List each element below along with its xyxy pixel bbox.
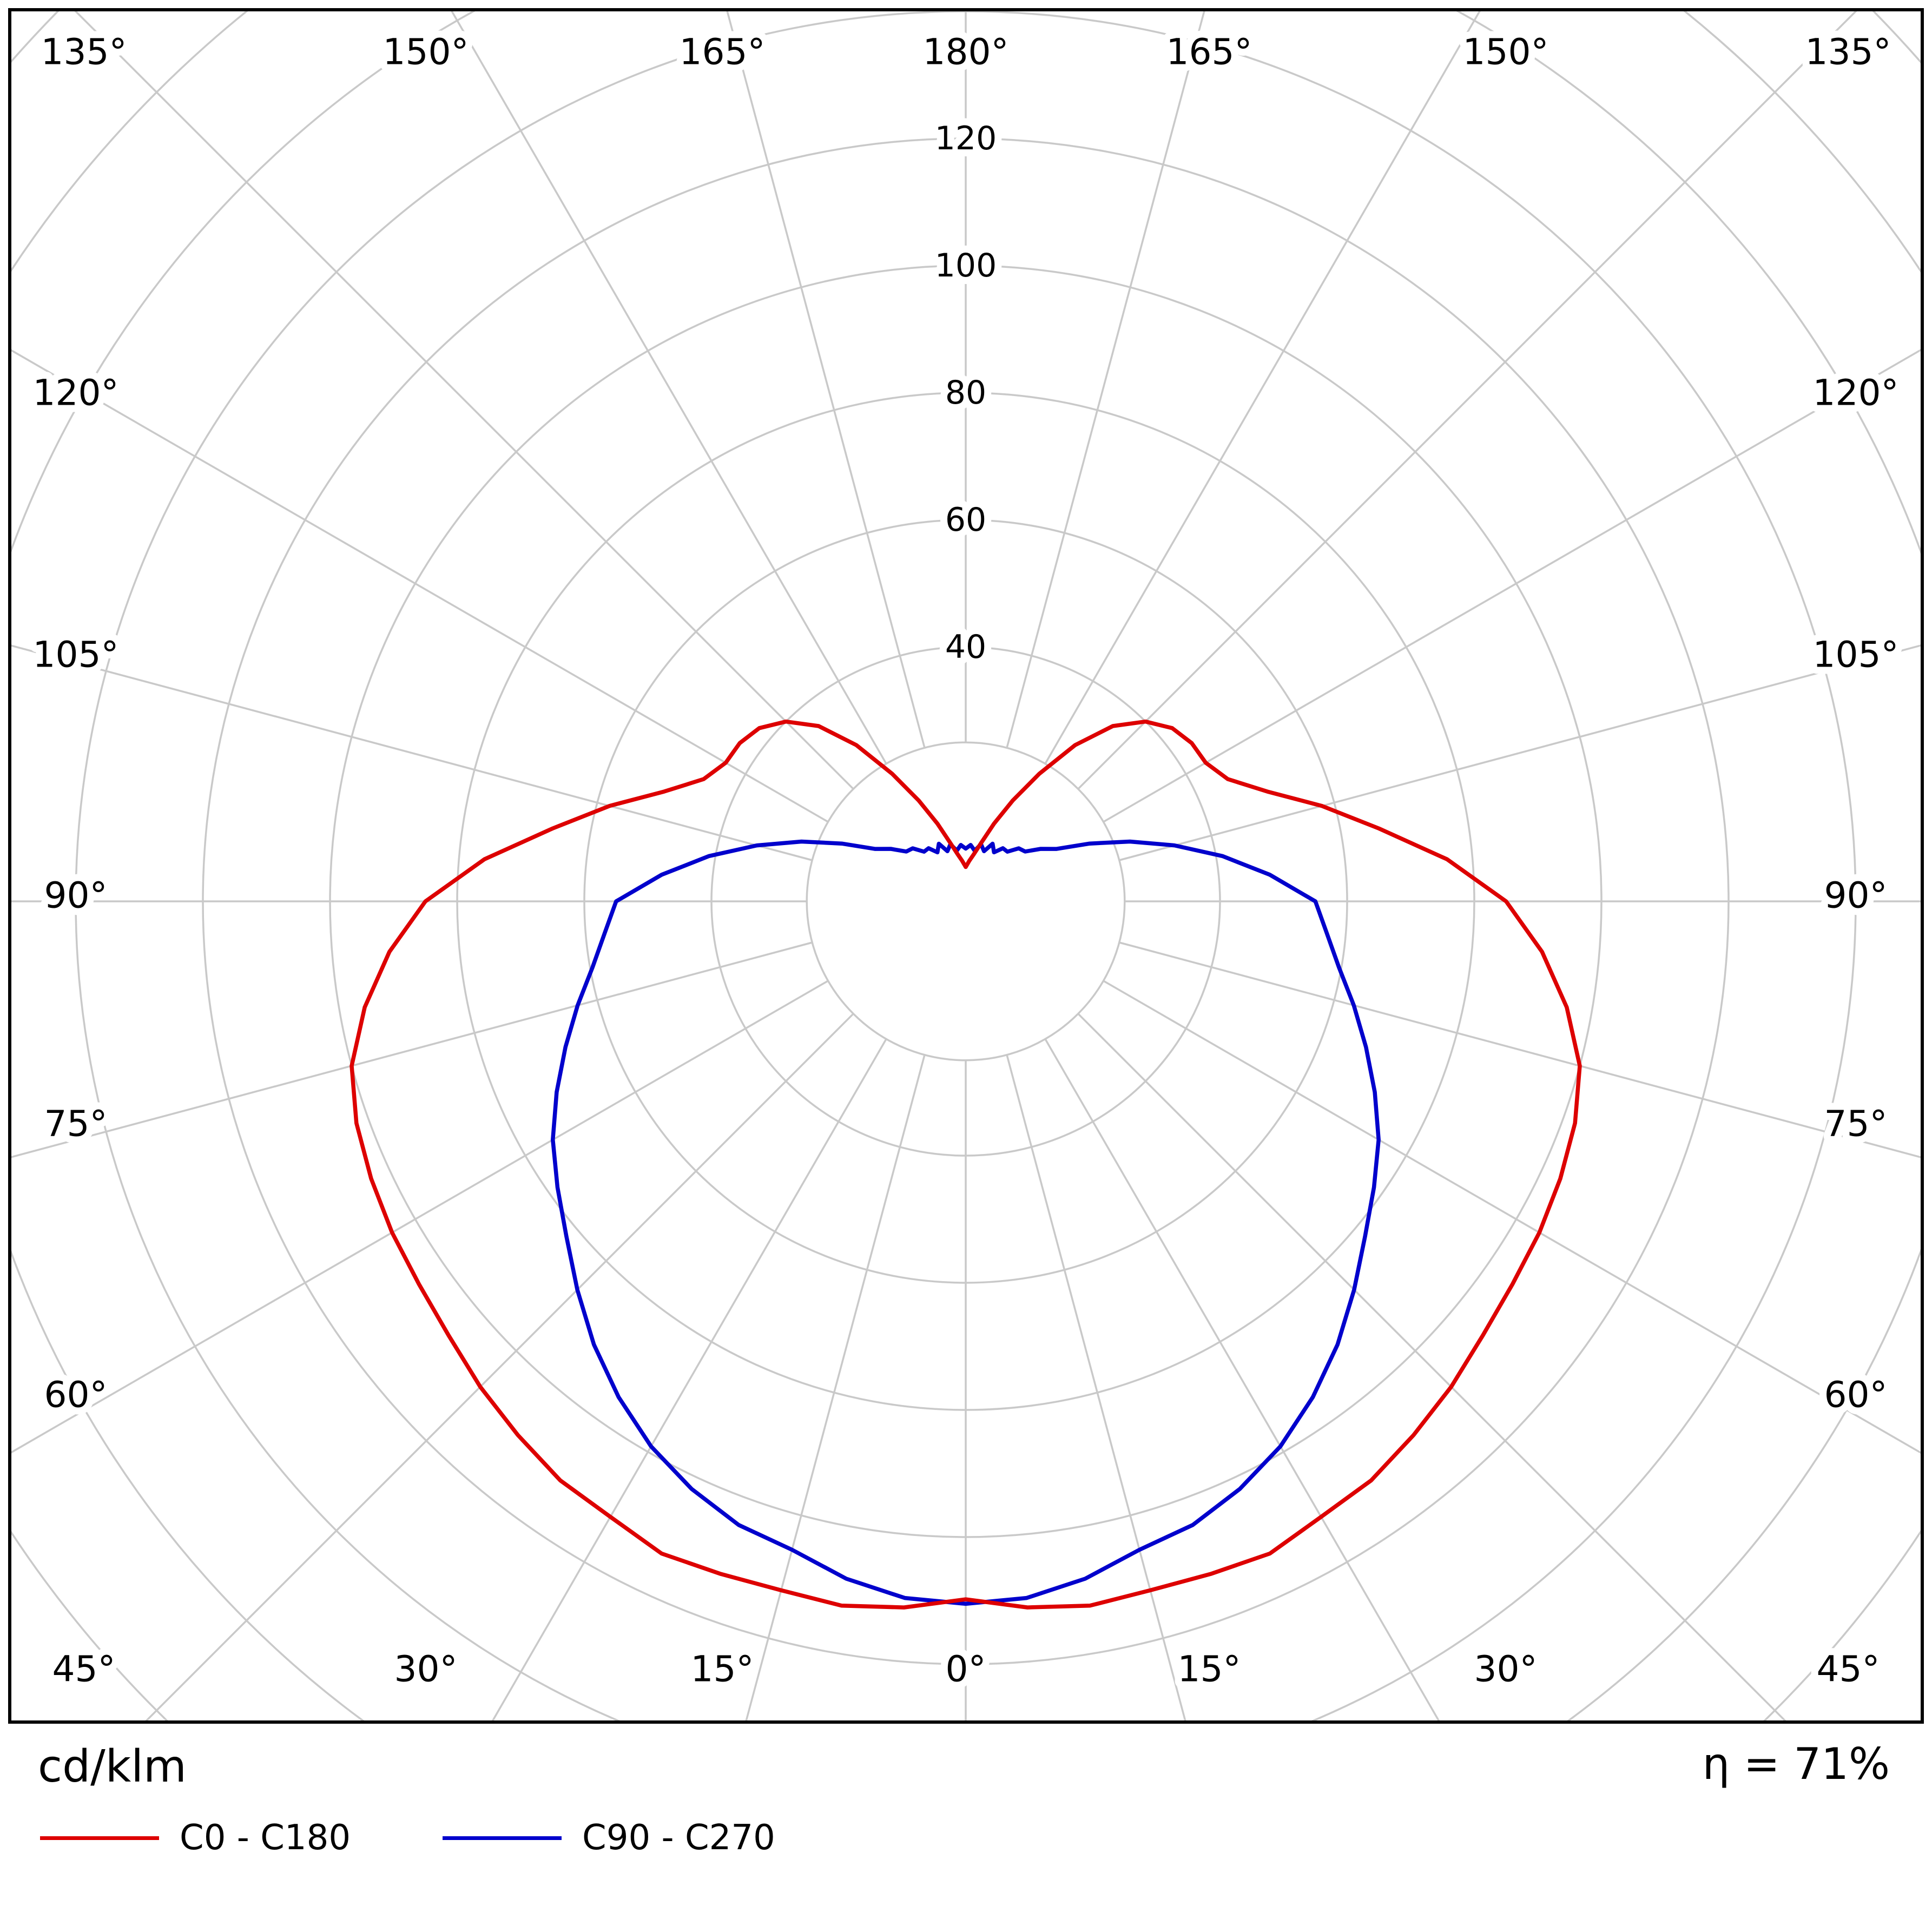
units-label: cd/klm: [38, 1741, 187, 1792]
gamma-label-bottom: 15°: [691, 1649, 754, 1690]
gamma-label-top: 150°: [1463, 31, 1549, 73]
curve-c0-c180: [350, 719, 1582, 1610]
gamma-label-left: 90°: [44, 875, 108, 916]
legend-item-c90: C90 - C270: [443, 1818, 775, 1858]
efficiency-label: η = 71%: [1702, 1739, 1890, 1789]
gamma-label-bottom: 0°: [946, 1649, 986, 1690]
legend-line-blue-icon: [443, 1836, 562, 1840]
gamma-label-right: 120°: [1813, 372, 1899, 414]
plot-border: [8, 8, 1924, 1724]
legend-label-c0: C0 - C180: [180, 1818, 351, 1858]
gamma-label-top: 165°: [680, 31, 766, 73]
gamma-label-top: 180°: [923, 31, 1009, 73]
curve-c90-c270: [551, 839, 1381, 1606]
radial-tick-label: 120: [935, 120, 997, 157]
radial-tick-label: 40: [945, 628, 986, 666]
legend-item-c0: C0 - C180: [40, 1818, 351, 1858]
gamma-label-bottom: 30°: [394, 1649, 458, 1690]
gamma-label-right: 75°: [1824, 1103, 1888, 1145]
gamma-label-left: 60°: [44, 1374, 108, 1416]
radial-tick-label: 60: [945, 501, 986, 539]
gamma-label-right: 105°: [1813, 634, 1899, 676]
gamma-label-top: 135°: [41, 31, 127, 73]
gamma-label-left: 120°: [33, 372, 119, 414]
gamma-label-bottom: 45°: [1817, 1649, 1880, 1690]
gamma-label-bottom: 15°: [1178, 1649, 1241, 1690]
gamma-label-top: 150°: [383, 31, 469, 73]
legend-label-c90: C90 - C270: [582, 1818, 775, 1858]
gamma-label-right: 90°: [1824, 875, 1888, 916]
gamma-label-bottom: 45°: [52, 1649, 116, 1690]
gamma-label-left: 75°: [44, 1103, 108, 1145]
gamma-label-top: 135°: [1805, 31, 1891, 73]
gamma-label-top: 165°: [1166, 31, 1252, 73]
legend: C0 - C180 C90 - C270: [40, 1818, 867, 1858]
radial-tick-label: 80: [945, 374, 986, 412]
legend-line-red-icon: [40, 1836, 159, 1840]
gamma-label-right: 60°: [1824, 1374, 1888, 1416]
gamma-label-left: 105°: [33, 634, 119, 676]
radial-tick-label: 100: [935, 247, 997, 285]
gamma-label-bottom: 30°: [1474, 1649, 1538, 1690]
